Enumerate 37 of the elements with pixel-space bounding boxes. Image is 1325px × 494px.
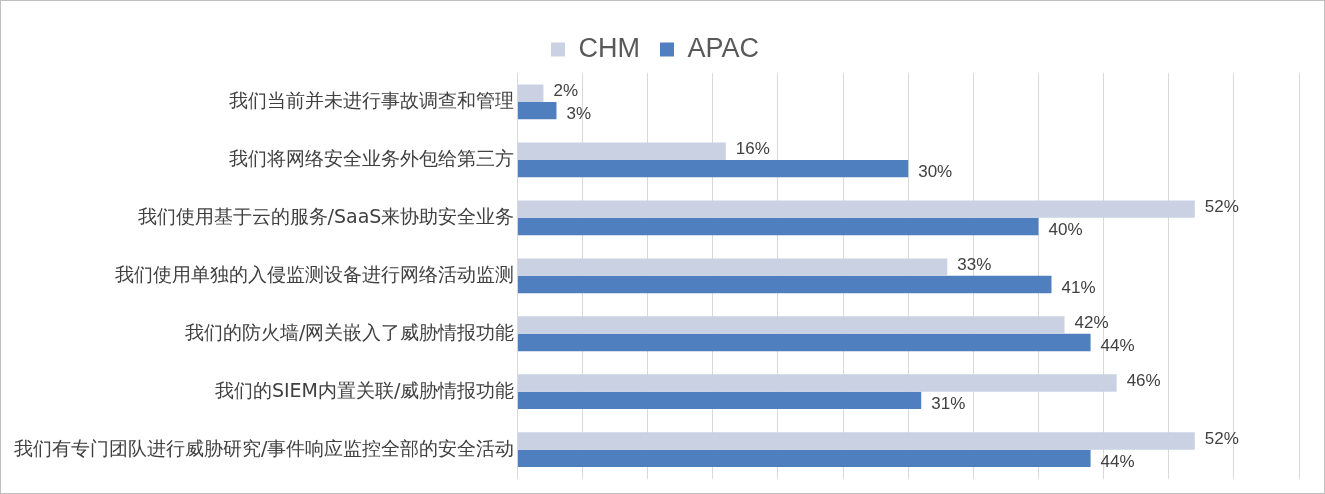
legend-label: CHM: [578, 32, 640, 63]
bar: [517, 159, 909, 178]
data-label: 42%: [1074, 312, 1109, 332]
bar: [517, 217, 1039, 236]
data-label: 52%: [1204, 196, 1239, 216]
bar: [517, 432, 1195, 450]
bar: [517, 449, 1091, 468]
bar: [517, 258, 948, 276]
bar: [517, 316, 1065, 334]
data-label: 3%: [566, 104, 592, 124]
data-label: 40%: [1048, 220, 1083, 240]
data-label: 41%: [1061, 278, 1096, 298]
y-tick-label: 我们的SIEM内置关联/威胁情报功能: [214, 378, 515, 401]
data-label: 44%: [1100, 452, 1135, 472]
data-label: 16%: [735, 138, 770, 158]
y-tick-label: 我们将网络安全业务外包给第三方: [229, 146, 515, 169]
bar: [517, 374, 1117, 392]
bar: [517, 142, 726, 160]
y-tick-label: 我们有专门团队进行威胁研究/事件响应监控全部的安全活动: [14, 436, 515, 459]
data-label: 33%: [957, 254, 992, 274]
y-tick-label: 我们使用单独的入侵监测设备进行网络活动监测: [115, 262, 515, 285]
y-tick-label: 我们当前并未进行事故调查和管理: [229, 88, 515, 111]
bar: [517, 333, 1091, 352]
data-label: 44%: [1100, 336, 1135, 356]
data-label: 46%: [1126, 370, 1161, 390]
bar: [517, 101, 557, 120]
data-label: 2%: [553, 80, 579, 100]
bar: [517, 200, 1195, 218]
y-tick-label: 我们的防火墙/网关嵌入了威胁情报功能: [185, 320, 515, 343]
y-tick-label: 我们使用基于云的服务/SaaS来协助安全业务: [137, 204, 515, 227]
bar: [517, 391, 922, 410]
data-label: 31%: [931, 394, 966, 414]
bar: [517, 275, 1052, 294]
legend-label: APAC: [687, 32, 760, 63]
data-label: 52%: [1204, 428, 1239, 448]
bar: [517, 84, 544, 102]
data-label: 30%: [918, 162, 953, 182]
